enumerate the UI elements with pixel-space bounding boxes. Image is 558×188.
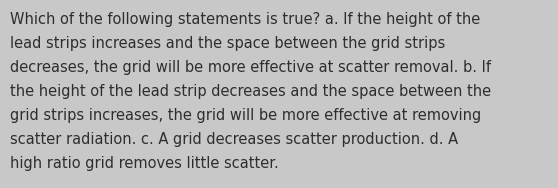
- Text: scatter radiation. c. A grid decreases scatter production. d. A: scatter radiation. c. A grid decreases s…: [10, 132, 458, 147]
- Text: decreases, the grid will be more effective at scatter removal. b. If: decreases, the grid will be more effecti…: [10, 60, 491, 75]
- Text: grid strips increases, the grid will be more effective at removing: grid strips increases, the grid will be …: [10, 108, 481, 123]
- Text: lead strips increases and the space between the grid strips: lead strips increases and the space betw…: [10, 36, 445, 51]
- Text: the height of the lead strip decreases and the space between the: the height of the lead strip decreases a…: [10, 84, 491, 99]
- Text: high ratio grid removes little scatter.: high ratio grid removes little scatter.: [10, 156, 279, 171]
- Text: Which of the following statements is true? a. If the height of the: Which of the following statements is tru…: [10, 12, 480, 27]
